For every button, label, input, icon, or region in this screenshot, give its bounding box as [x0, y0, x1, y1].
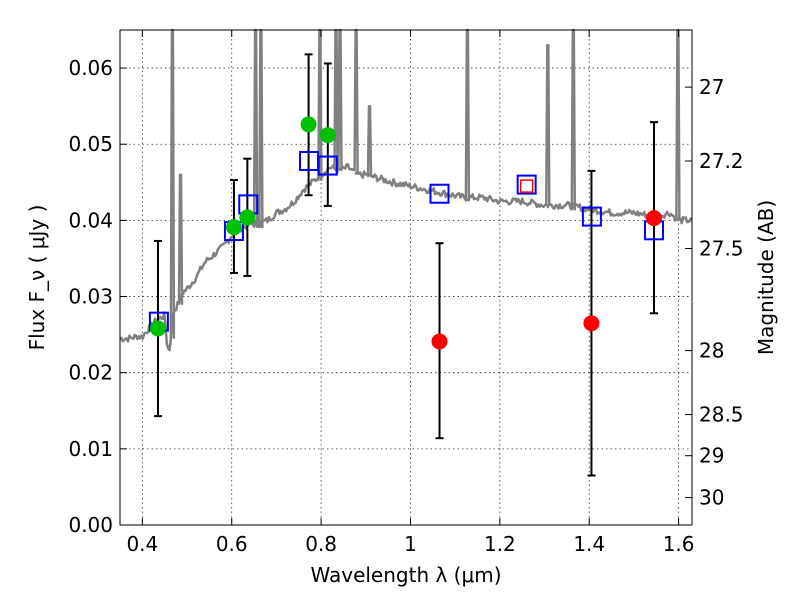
- model-photometry-square: [429, 183, 450, 204]
- x-tick-label: 0.8: [305, 532, 337, 556]
- model-photometry-square: [581, 206, 602, 227]
- x-tick-label: 1.2: [484, 532, 516, 556]
- y-tick-label: 0.05: [68, 132, 113, 156]
- data-markers: [148, 116, 665, 350]
- model-photometry-square: [317, 155, 338, 176]
- non-detection-point: [646, 210, 663, 227]
- plot-frame: [119, 29, 693, 526]
- y-right-tick-label: 27.2: [699, 149, 744, 173]
- x-axis-label: Wavelength λ (μm): [310, 563, 501, 587]
- y-axis-right-label: Magnitude (AB): [754, 200, 778, 355]
- y-right-tick-label: 27.5: [699, 237, 744, 261]
- x-tick-label: 0.6: [216, 532, 248, 556]
- y-right-tick-label: 29: [699, 444, 724, 468]
- y-right-tick-label: 28.5: [699, 403, 744, 427]
- axis-ticks: 0.4 0.6 0.8 1 1.2 1.4 1.6 0.00 0.01 0.02 0.03 0.04 0…: [68, 30, 744, 556]
- detection-point: [149, 320, 166, 337]
- y-tick-label: 0.00: [68, 513, 113, 537]
- model-photometry-square: [516, 174, 537, 195]
- y-right-tick-label: 30: [699, 486, 724, 510]
- detection-point: [319, 127, 336, 144]
- y-tick-label: 0.04: [68, 208, 113, 232]
- x-tick-label: 0.4: [126, 532, 158, 556]
- y-tick-label: 0.01: [68, 437, 113, 461]
- detection-point: [225, 219, 242, 236]
- non-detection-point: [431, 333, 448, 350]
- non-detection-point: [583, 315, 600, 332]
- red-square-marker: [519, 179, 534, 193]
- y-tick-label: 0.02: [68, 361, 113, 385]
- detection-point: [300, 116, 317, 133]
- y-axis-label: Flux F_ν ( μJy ): [25, 205, 49, 351]
- y-right-tick-label: 27: [699, 75, 724, 99]
- detection-point: [239, 209, 256, 226]
- x-tick-label: 1.6: [663, 532, 695, 556]
- x-tick-label: 1: [404, 532, 417, 556]
- x-tick-label: 1.4: [573, 532, 605, 556]
- y-tick-label: 0.06: [68, 56, 113, 80]
- y-right-tick-label: 28: [699, 339, 724, 363]
- y-tick-label: 0.03: [68, 285, 113, 309]
